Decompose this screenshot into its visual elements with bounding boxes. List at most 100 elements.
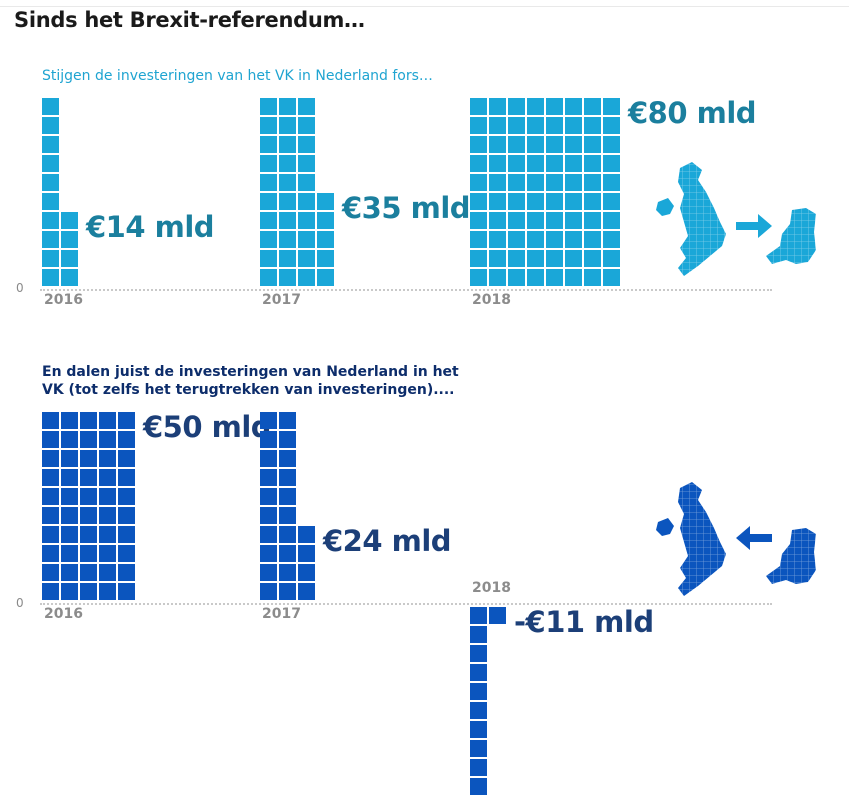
bar-2016-square — [61, 412, 78, 429]
bar-2016-square — [118, 526, 135, 543]
bar-2016-square — [61, 564, 78, 581]
bar-2016-square — [118, 450, 135, 467]
bar-2016-square — [80, 564, 97, 581]
bar-2016-square — [80, 488, 97, 505]
bar-2016-square — [42, 98, 59, 115]
bar-2017-square — [260, 488, 277, 505]
bar-2018-square — [489, 193, 506, 210]
bar-2018-square — [565, 136, 582, 153]
bar-2017-square — [317, 269, 334, 286]
bar-2016-square — [61, 545, 78, 562]
bar-2018-square — [565, 117, 582, 134]
bar-2018-square — [565, 269, 582, 286]
bar-2018-square — [470, 683, 487, 700]
bar-2018-square — [470, 155, 487, 172]
bar-2018-square — [470, 664, 487, 681]
bar-2018-square — [603, 269, 620, 286]
bar-2016-square — [118, 507, 135, 524]
bar-2017-square — [260, 193, 277, 210]
bar-2018-square — [546, 136, 563, 153]
bar-2016-square — [42, 488, 59, 505]
bar-2018-square — [527, 117, 544, 134]
bar-2017-square — [279, 250, 296, 267]
bar-2016-square — [42, 450, 59, 467]
netherlands-to-uk-map-icon — [656, 482, 816, 596]
bar-2018-square — [508, 155, 525, 172]
bar-2017-square — [298, 269, 315, 286]
bar-2016-square — [61, 526, 78, 543]
bar-2018-square — [584, 250, 601, 267]
bar-2016-square — [61, 231, 78, 248]
value-label-2017: €24 mld — [323, 524, 452, 558]
bar-2018-square — [565, 250, 582, 267]
bar-2018-square — [470, 740, 487, 757]
bar-2018-square — [584, 136, 601, 153]
bar-2017-square — [260, 136, 277, 153]
bar-2017-square — [279, 212, 296, 229]
bar-2016-square — [42, 545, 59, 562]
bar-2018-square — [584, 269, 601, 286]
bar-2017-square — [298, 583, 315, 600]
bar-2018-square — [584, 98, 601, 115]
bar-2017-square — [279, 269, 296, 286]
bar-2017-square — [279, 193, 296, 210]
bar-2018-square — [603, 136, 620, 153]
bar-2016-square — [99, 564, 116, 581]
bar-2016-square — [42, 155, 59, 172]
bar-2018-square — [527, 155, 544, 172]
bar-2017-square — [298, 231, 315, 248]
bar-2016-square — [61, 250, 78, 267]
bar-2016-square — [42, 231, 59, 248]
bar-2018-square — [546, 212, 563, 229]
bar-2017-square — [260, 431, 277, 448]
bar-2016-square — [61, 583, 78, 600]
bar-2017-square — [260, 564, 277, 581]
bar-2017-square — [298, 526, 315, 543]
bar-2017-square — [260, 269, 277, 286]
bar-2018-square — [489, 136, 506, 153]
bar-2018-square — [508, 174, 525, 191]
bar-2017-square — [298, 155, 315, 172]
bar-2017-square — [260, 412, 277, 429]
bar-2018-square — [470, 193, 487, 210]
bar-2018-square — [508, 193, 525, 210]
bar-2016-square — [118, 545, 135, 562]
bar-2018-square — [546, 155, 563, 172]
bar-2017-square — [317, 212, 334, 229]
bar-2016-square — [99, 583, 116, 600]
bar-2017-square — [279, 583, 296, 600]
bar-2016-square — [61, 269, 78, 286]
bar-2018-square — [470, 721, 487, 738]
bar-2018-square — [489, 231, 506, 248]
bar-2018-square — [565, 98, 582, 115]
bar-2018-square — [508, 117, 525, 134]
bar-2017-square — [279, 136, 296, 153]
bar-2016-square — [80, 507, 97, 524]
chart2-subtitle: En dalen juist de investeringen van Nede… — [42, 364, 459, 398]
bar-2018-square — [527, 174, 544, 191]
bar-2018-square — [470, 626, 487, 643]
bar-2018-square — [470, 759, 487, 776]
bar-2017-square — [279, 231, 296, 248]
bar-2018-square — [565, 174, 582, 191]
bar-2017-square — [279, 507, 296, 524]
bar-2018-square — [527, 136, 544, 153]
bar-2017-square — [260, 469, 277, 486]
bar-2017-square — [260, 117, 277, 134]
bar-2018-square — [508, 98, 525, 115]
value-label-2018: -€11 mld — [514, 605, 654, 639]
bar-2018-square — [546, 231, 563, 248]
bar-2017-square — [260, 450, 277, 467]
year-label-2017: 2017 — [262, 606, 301, 622]
bar-2016-square — [80, 450, 97, 467]
bar-2018-square — [584, 212, 601, 229]
bar-2017-square — [260, 545, 277, 562]
bar-2016-square — [118, 469, 135, 486]
bar-2017-square — [298, 117, 315, 134]
bar-2017-square — [298, 136, 315, 153]
value-label-2018: €80 mld — [628, 96, 757, 130]
bar-2017-square — [260, 212, 277, 229]
chart2-zero-label: 0 — [16, 596, 24, 610]
bar-2017-square — [279, 98, 296, 115]
bar-2017-square — [317, 250, 334, 267]
